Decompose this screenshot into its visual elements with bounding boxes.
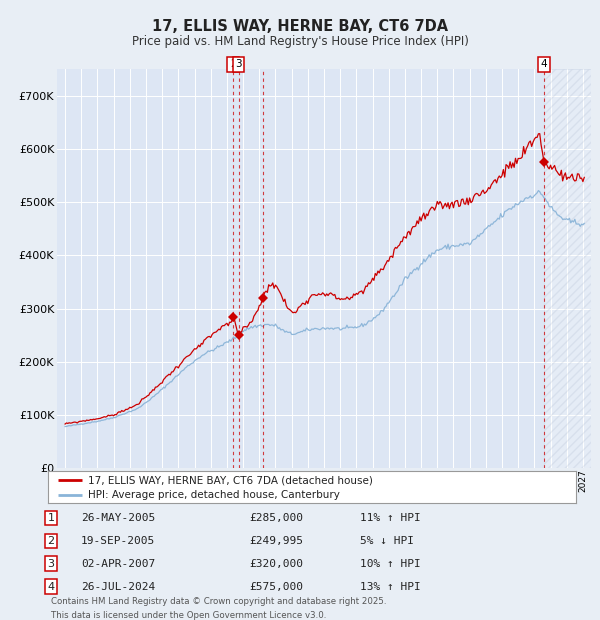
Text: 10% ↑ HPI: 10% ↑ HPI: [360, 559, 421, 569]
Text: Contains HM Land Registry data © Crown copyright and database right 2025.: Contains HM Land Registry data © Crown c…: [51, 597, 386, 606]
Text: Price paid vs. HM Land Registry's House Price Index (HPI): Price paid vs. HM Land Registry's House …: [131, 35, 469, 48]
Text: 4: 4: [47, 582, 55, 592]
Text: 13% ↑ HPI: 13% ↑ HPI: [360, 582, 421, 592]
Text: £285,000: £285,000: [249, 513, 303, 523]
Text: 1: 1: [47, 513, 55, 523]
Text: 26-JUL-2024: 26-JUL-2024: [81, 582, 155, 592]
Text: 5% ↓ HPI: 5% ↓ HPI: [360, 536, 414, 546]
Text: 3: 3: [47, 559, 55, 569]
Text: £249,995: £249,995: [249, 536, 303, 546]
Text: 2: 2: [47, 536, 55, 546]
Text: £320,000: £320,000: [249, 559, 303, 569]
Text: 17, ELLIS WAY, HERNE BAY, CT6 7DA (detached house): 17, ELLIS WAY, HERNE BAY, CT6 7DA (detac…: [88, 475, 373, 485]
Text: 3: 3: [235, 60, 242, 69]
Text: 4: 4: [541, 60, 547, 69]
Text: 19-SEP-2005: 19-SEP-2005: [81, 536, 155, 546]
Bar: [544, 69, 591, 468]
Text: This data is licensed under the Open Government Licence v3.0.: This data is licensed under the Open Gov…: [51, 611, 326, 619]
Text: HPI: Average price, detached house, Canterbury: HPI: Average price, detached house, Cant…: [88, 490, 340, 500]
Text: 26-MAY-2005: 26-MAY-2005: [81, 513, 155, 523]
Text: 2: 2: [230, 60, 236, 69]
Text: 02-APR-2007: 02-APR-2007: [81, 559, 155, 569]
Text: 11% ↑ HPI: 11% ↑ HPI: [360, 513, 421, 523]
Text: 17, ELLIS WAY, HERNE BAY, CT6 7DA: 17, ELLIS WAY, HERNE BAY, CT6 7DA: [152, 19, 448, 34]
Text: £575,000: £575,000: [249, 582, 303, 592]
